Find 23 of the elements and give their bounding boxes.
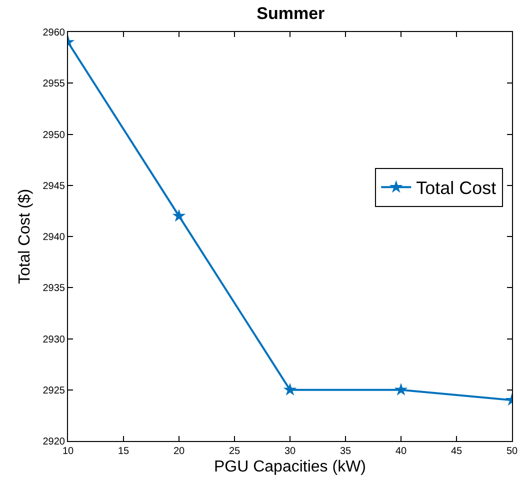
y-tick-label: 2950 bbox=[42, 130, 66, 141]
y-tick-label: 2935 bbox=[42, 283, 66, 294]
x-tick-label: 10 bbox=[62, 446, 74, 457]
y-tick-label: 2945 bbox=[42, 180, 66, 192]
point bbox=[283, 382, 297, 396]
x-tick-label: 25 bbox=[228, 446, 240, 457]
x-tick-label: 15 bbox=[118, 446, 130, 457]
y-tick-label: 2960 bbox=[42, 28, 66, 38]
y-tick-label: 2955 bbox=[42, 78, 66, 90]
x-tick-label: 35 bbox=[340, 446, 352, 457]
x-tick-label: 50 bbox=[506, 446, 518, 457]
x-axis-title: PGU Capacities (kW) bbox=[214, 458, 366, 476]
chart-title: Summer bbox=[256, 4, 326, 24]
x-tick-label: 20 bbox=[173, 446, 185, 457]
y-tick-label: 2930 bbox=[42, 334, 66, 346]
x-tick-label: 45 bbox=[450, 446, 462, 457]
y-tick-label: 2925 bbox=[42, 385, 66, 396]
x-tick-label: 30 bbox=[284, 446, 296, 457]
legend-label: Total Cost bbox=[416, 178, 496, 198]
x-tick-label: 40 bbox=[395, 446, 407, 457]
y-axis-title: Total Cost ($) bbox=[16, 188, 34, 284]
y-tick-label: 2940 bbox=[42, 232, 66, 243]
y-tick-label: 2920 bbox=[42, 436, 66, 448]
